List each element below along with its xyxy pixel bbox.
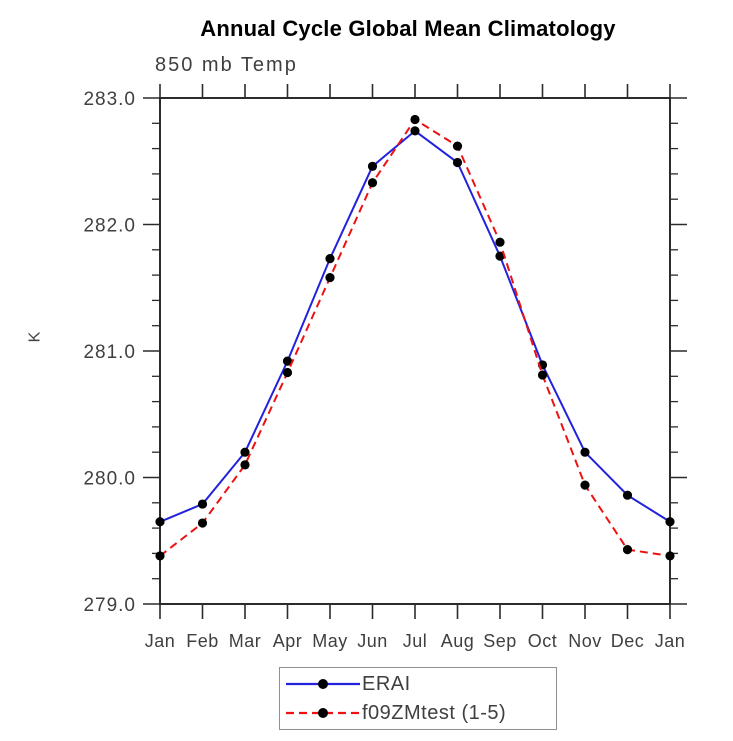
x-tick-label: Apr	[273, 631, 303, 651]
data-point-marker	[580, 480, 590, 490]
data-point-marker	[367, 178, 378, 188]
x-tick-label: Jan	[655, 631, 686, 651]
x-tick-label: Jul	[403, 631, 428, 651]
data-point-marker	[580, 447, 590, 457]
data-point-marker	[197, 499, 208, 509]
data-point-marker	[622, 490, 633, 500]
data-point-marker	[325, 273, 335, 283]
legend-marker-dot	[318, 679, 328, 689]
x-tick-label: Feb	[186, 631, 219, 651]
data-point-marker	[665, 551, 675, 561]
legend-line-sample	[286, 708, 360, 718]
data-point-marker	[537, 370, 548, 380]
legend-label: ERAI	[362, 672, 411, 695]
y-tick-label: 279.0	[83, 595, 136, 616]
data-point-marker	[197, 518, 208, 528]
x-tick-label: Jun	[357, 631, 388, 651]
x-tick-label: May	[312, 631, 348, 651]
data-point-marker	[452, 141, 463, 151]
x-tick-label: Nov	[568, 631, 602, 651]
series-line-dashed	[159, 118, 671, 557]
data-point-marker	[240, 460, 250, 470]
data-point-marker	[495, 251, 505, 261]
y-tick-label: 283.0	[83, 89, 136, 110]
data-point-marker	[622, 545, 633, 555]
data-point-marker	[282, 356, 293, 366]
data-point-marker	[495, 237, 505, 247]
legend-row: ERAI	[280, 671, 556, 697]
x-tick-label: Dec	[611, 631, 645, 651]
data-point-marker	[325, 254, 335, 264]
data-point-marker	[282, 367, 293, 378]
data-point-marker	[155, 517, 165, 527]
data-point-marker	[367, 161, 378, 171]
legend-row: f09ZMtest (1-5)	[280, 700, 556, 726]
data-point-marker	[410, 126, 420, 136]
data-point-marker	[452, 157, 463, 168]
y-tick-label: 281.0	[83, 342, 136, 363]
x-tick-label: Jan	[145, 631, 176, 651]
x-tick-label: Sep	[483, 631, 517, 651]
legend-label: f09ZMtest (1-5)	[362, 701, 507, 724]
plot-box	[159, 97, 671, 605]
legend-line-sample	[286, 679, 360, 689]
legend-box: ERAI f09ZMtest (1-5)	[279, 667, 557, 730]
x-tick-label: Mar	[229, 631, 262, 651]
y-tick-label: 280.0	[83, 469, 136, 490]
legend-marker-dot	[318, 708, 328, 718]
chart-title: Annual Cycle Global Mean Climatology	[200, 16, 616, 41]
data-point-marker	[410, 114, 420, 125]
series-line-solid	[159, 129, 671, 523]
x-tick-label: Aug	[441, 631, 475, 651]
data-point-marker	[240, 447, 250, 457]
data-point-marker	[665, 517, 675, 527]
chart-subtitle: 850 mb Temp	[155, 54, 298, 76]
x-tick-label: Oct	[528, 631, 558, 651]
data-point-marker	[155, 551, 165, 561]
y-tick-label: 282.0	[83, 216, 136, 237]
